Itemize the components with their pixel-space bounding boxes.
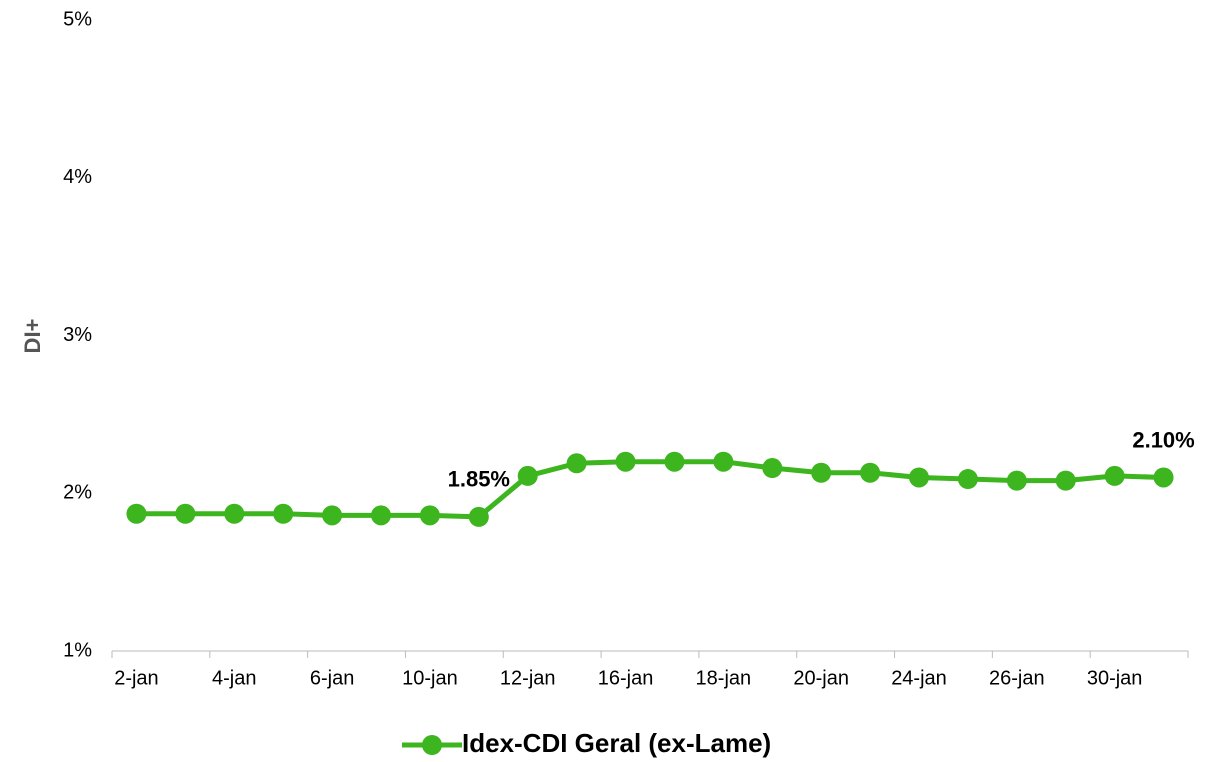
data-point [566, 453, 587, 474]
data-point [1153, 467, 1174, 488]
x-tick-label: 12-jan [500, 667, 556, 689]
x-tick-label: 2-jan [114, 667, 158, 689]
data-label: 2.10% [1132, 427, 1194, 452]
series-line [136, 459, 1164, 520]
x-tick-label: 6-jan [310, 667, 354, 689]
data-label: 1.85% [448, 467, 510, 492]
x-tick-label: 16-jan [598, 667, 654, 689]
y-axis-label: DI+ [20, 319, 45, 354]
x-tick-label: 10-jan [402, 667, 458, 689]
y-tick-label: 1% [63, 639, 92, 661]
data-point [468, 506, 489, 527]
data-point [1104, 465, 1125, 486]
data-point [1006, 470, 1027, 491]
data-point [615, 451, 636, 472]
data-point [811, 462, 832, 483]
legend-label: Idex-CDI Geral (ex-Lame) [462, 728, 771, 758]
x-tick-label: 20-jan [793, 667, 849, 689]
data-point [126, 503, 147, 524]
y-tick-label: 3% [63, 324, 92, 346]
y-tick-label: 4% [63, 166, 92, 188]
y-tick-label: 5% [63, 8, 92, 30]
data-point [175, 503, 196, 524]
data-point [517, 465, 538, 486]
y-tick-label: 2% [63, 482, 92, 504]
x-tick-label: 18-jan [696, 667, 752, 689]
data-point [860, 462, 881, 483]
data-point [713, 451, 734, 472]
x-tick-label: 24-jan [891, 667, 947, 689]
data-point [371, 505, 391, 526]
data-point [957, 469, 978, 490]
data-point [664, 451, 685, 472]
data-point [224, 503, 245, 524]
data-point [273, 503, 294, 524]
x-tick-label: 26-jan [989, 667, 1045, 689]
legend-marker [422, 735, 442, 755]
data-point [322, 505, 343, 526]
data-point [909, 467, 929, 488]
data-point [762, 458, 783, 479]
data-point [1055, 470, 1076, 491]
x-tick-label: 4-jan [212, 667, 256, 689]
x-tick-label: 30-jan [1087, 667, 1143, 689]
data-point [419, 505, 440, 526]
